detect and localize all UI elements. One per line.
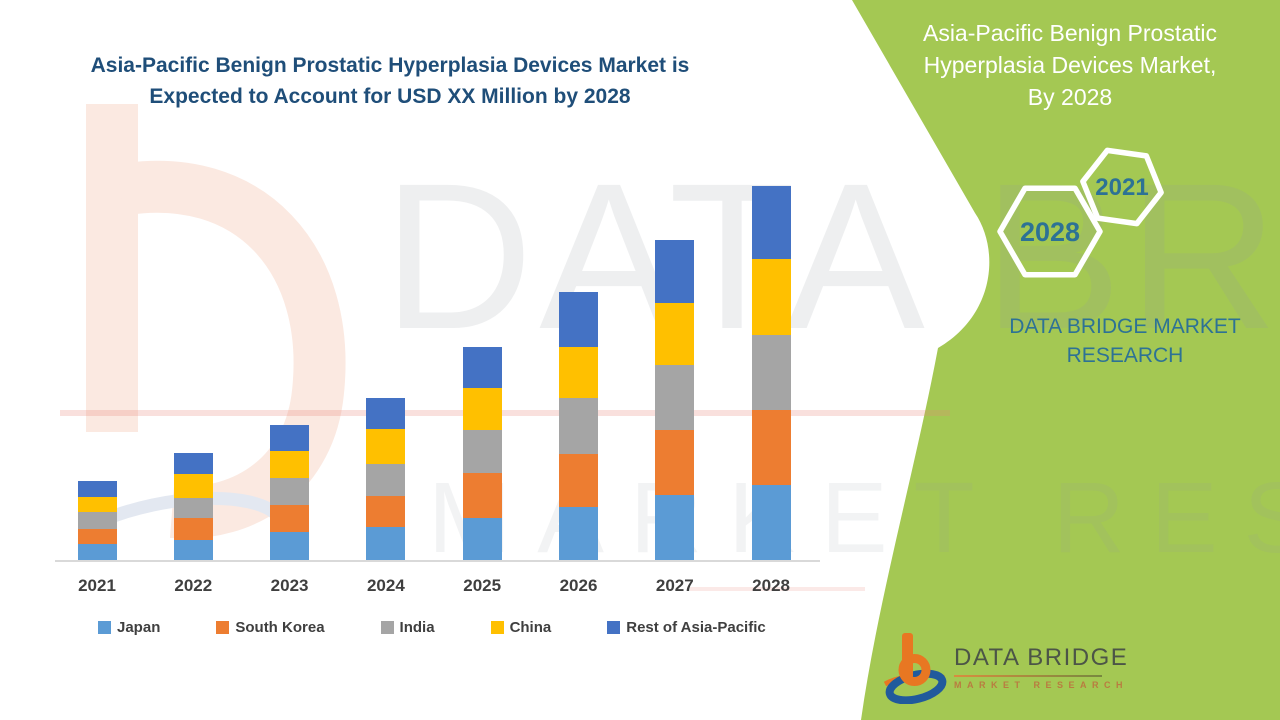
bar-segment-2022-south-korea — [173, 518, 213, 540]
legend-swatch-india — [380, 621, 394, 634]
bar-segment-2027-india — [655, 365, 695, 430]
x-axis-label-2027: 2027 — [655, 576, 694, 595]
bar-segment-2028-japan — [751, 485, 791, 560]
bar-segment-2024-rest-of-asia-pacific — [366, 398, 406, 429]
x-axis-label-2028: 2028 — [752, 576, 790, 595]
bar-segment-2023-rest-of-asia-pacific — [270, 425, 310, 451]
bar-segment-2027-rest-of-asia-pacific — [655, 240, 695, 303]
bar-segment-2025-south-korea — [462, 473, 502, 518]
bar-segment-2024-china — [366, 429, 406, 464]
logo-blue-swoosh — [885, 669, 947, 704]
legend-item-south-korea: South Korea — [216, 619, 325, 636]
hexagon-2028-label: 2028 — [1019, 217, 1081, 247]
bar-segment-2027-china — [655, 303, 695, 365]
x-axis-label-2024: 2024 — [366, 576, 405, 595]
bar-segment-2022-rest-of-asia-pacific — [173, 453, 213, 474]
bar-segment-2026-china — [559, 347, 598, 398]
bar-segment-2026-japan — [559, 507, 598, 560]
chart-title: Asia-Pacific Benign Prostatic Hyperplasi… — [90, 54, 690, 108]
hexagon-2021-outline — [1080, 147, 1164, 227]
bar-segment-2023-india — [270, 478, 310, 505]
x-axis-line — [55, 560, 820, 562]
legend-label-japan: Japan — [117, 619, 161, 636]
bar-segment-2021-rest-of-asia-pacific — [77, 481, 117, 497]
legend-swatch-rest-of-asia-pacific — [607, 621, 621, 634]
bar-segment-2025-china — [462, 388, 502, 430]
logo-name: DATA BRIDGE — [954, 644, 1129, 671]
company-logo-mark — [884, 633, 947, 704]
logo-divider — [954, 675, 1102, 677]
bar-segment-2023-china — [270, 451, 310, 478]
legend-swatch-south-korea — [216, 621, 230, 634]
x-axis-label-2022: 2022 — [174, 576, 213, 595]
bar-segment-2025-japan — [462, 518, 502, 560]
bar-segment-2027-japan — [655, 495, 695, 560]
hexagon-2028-outline — [997, 185, 1103, 278]
legend-swatch-japan — [98, 621, 111, 634]
bar-segment-2021-china — [77, 497, 117, 512]
bar-segment-2026-india — [559, 398, 598, 454]
bar-segment-2028-china — [751, 259, 791, 335]
bar-segment-2022-india — [173, 498, 213, 518]
legend-item-rest-of-asia-pacific: Rest of Asia-Pacific — [607, 619, 766, 636]
watermark-line-2 — [690, 587, 865, 591]
logo-subtitle: MARKET RESEARCH — [954, 680, 1129, 690]
bar-segment-2028-rest-of-asia-pacific — [751, 186, 791, 259]
bar-segment-2024-india — [366, 464, 406, 496]
legend-item-china: China — [490, 619, 552, 636]
legend-label-rest-of-asia-pacific: Rest of Asia-Pacific — [626, 619, 766, 636]
bar-segment-2021-japan — [77, 544, 117, 560]
hexagon-2021-label: 2021 — [1095, 174, 1149, 201]
legend-item-japan: Japan — [98, 619, 160, 636]
logo-b-bowl — [898, 654, 931, 686]
x-axis-label-2023: 2023 — [270, 576, 309, 595]
bar-segment-2026-rest-of-asia-pacific — [559, 292, 598, 347]
x-axis-label-2026: 2026 — [559, 576, 598, 595]
bar-segment-2026-south-korea — [559, 454, 598, 507]
bar-segment-2023-south-korea — [270, 505, 310, 532]
watermark-line — [60, 410, 950, 416]
bar-segment-2022-china — [173, 474, 213, 498]
bar-segment-2024-japan — [366, 527, 406, 560]
legend-label-china: China — [509, 619, 552, 636]
bar-segment-2028-south-korea — [751, 410, 791, 485]
green-panel-shape — [852, 0, 1280, 720]
bar-segment-2023-japan — [270, 532, 310, 560]
brand-name-text: DATA BRIDGE MARKET RESEARCH — [1009, 315, 1241, 367]
bar-segment-2028-india — [751, 335, 791, 410]
bar-segment-2025-india — [462, 430, 502, 473]
legend-item-india: India — [380, 619, 435, 636]
legend-label-south-korea: South Korea — [235, 619, 325, 636]
bar-segment-2024-south-korea — [366, 496, 406, 527]
panel-title: Asia-Pacific Benign Prostatic Hyperplasi… — [922, 20, 1217, 110]
bar-segment-2021-india — [77, 512, 117, 529]
legend-swatch-china — [490, 621, 504, 634]
bar-segment-2021-south-korea — [77, 529, 117, 544]
legend-label-india: India — [399, 619, 435, 636]
chart-legend: Japan South Korea India China Rest of Asia-P… — [98, 619, 766, 636]
x-axis-label-2025: 2025 — [463, 576, 502, 595]
company-logo: DATA BRIDGE MARKET RESEARCH — [884, 632, 1128, 704]
logo-text-block: DATA BRIDGE MARKET RESEARCH — [954, 632, 1128, 690]
bar-segment-2025-rest-of-asia-pacific — [462, 347, 502, 388]
plot-area — [77, 186, 791, 560]
x-axis-label-2021: 2021 — [78, 576, 116, 595]
bar-segment-2022-japan — [173, 540, 213, 560]
bar-segment-2027-south-korea — [655, 430, 695, 495]
